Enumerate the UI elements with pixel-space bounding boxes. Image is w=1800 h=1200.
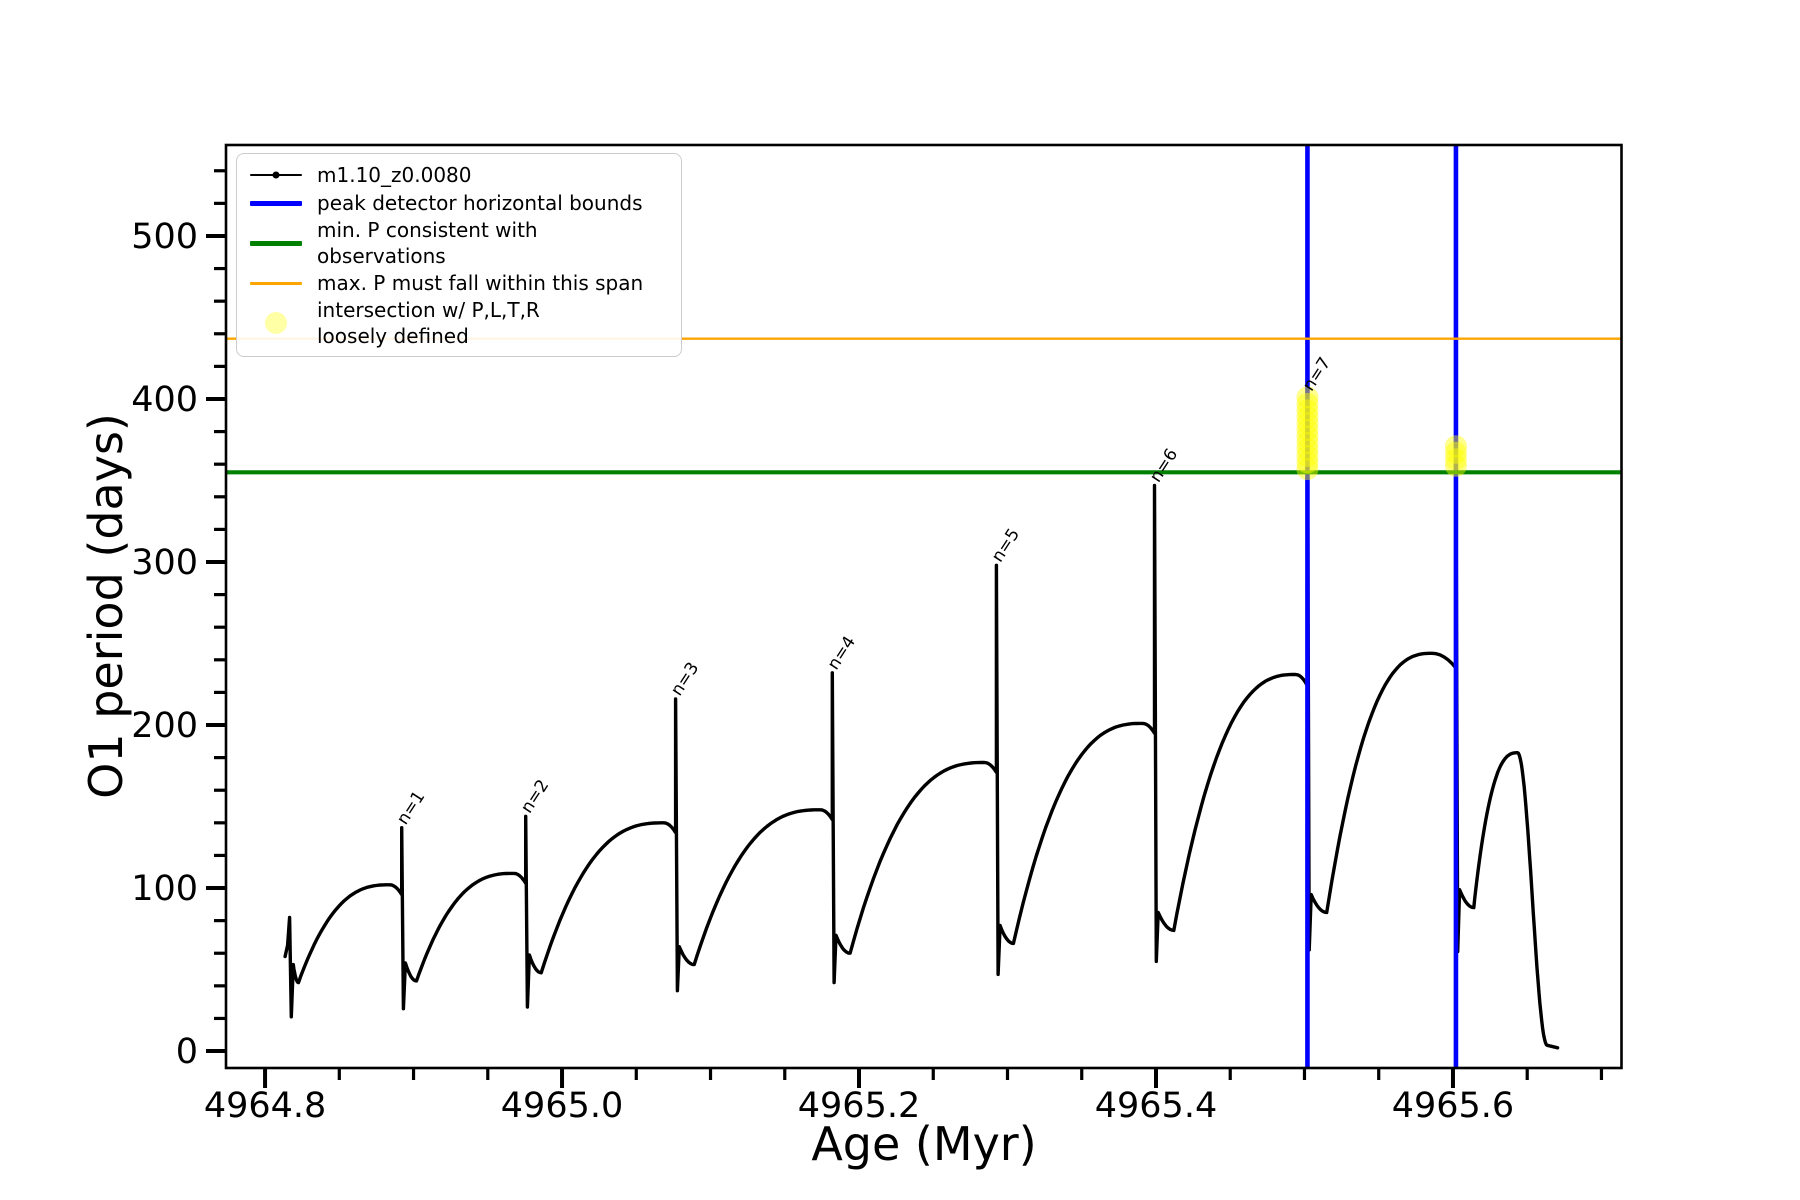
legend-entry: m1.10_z0.0080 bbox=[247, 161, 671, 189]
intersection-marker bbox=[1296, 431, 1319, 454]
intersection-marker bbox=[1296, 412, 1319, 435]
intersection-marker bbox=[1444, 448, 1467, 471]
intersection-marker bbox=[1444, 441, 1467, 464]
intersection-marker bbox=[1444, 435, 1467, 458]
x-axis-title: Age (Myr) bbox=[811, 1117, 1036, 1171]
legend-label: peak detector horizontal bounds bbox=[317, 191, 643, 215]
intersection-marker bbox=[1296, 399, 1319, 422]
intersection-marker bbox=[1296, 445, 1319, 468]
intersection-marker bbox=[1296, 405, 1319, 428]
legend-entry: min. P consistent with observations bbox=[247, 217, 671, 269]
y-tick-label: 100 bbox=[131, 869, 198, 909]
y-tick-label: 400 bbox=[131, 380, 198, 420]
x-tick-label: 4965.0 bbox=[501, 1086, 623, 1126]
intersection-marker bbox=[1296, 386, 1319, 409]
x-tick-label: 4965.4 bbox=[1095, 1086, 1217, 1126]
series-curve-m1.10_z0.0080 bbox=[283, 392, 1560, 1050]
legend-line-sample bbox=[247, 200, 305, 206]
intersection-marker bbox=[1444, 454, 1467, 477]
line-sample-icon bbox=[250, 281, 302, 285]
y-tick-label: 500 bbox=[131, 217, 198, 257]
y-tick-label: 200 bbox=[131, 706, 198, 746]
legend-entry: peak detector horizontal bounds bbox=[247, 189, 671, 217]
intersection-marker bbox=[1296, 438, 1319, 461]
x-tick-label: 4964.8 bbox=[204, 1086, 326, 1126]
legend-intersection-marker-icon bbox=[247, 312, 305, 334]
x-tick-label: 4965.6 bbox=[1392, 1086, 1514, 1126]
legend-label: min. P consistent with observations bbox=[317, 218, 538, 268]
legend-label: intersection w/ P,L,T,R loosely defined bbox=[317, 298, 540, 348]
line-sample-icon bbox=[250, 240, 302, 246]
legend-entry: max. P must fall within this span bbox=[247, 269, 671, 297]
legend-line-sample bbox=[247, 281, 305, 285]
line-sample-icon bbox=[250, 200, 302, 206]
legend-line-sample bbox=[247, 240, 305, 246]
legend-entry: intersection w/ P,L,T,R loosely defined bbox=[247, 297, 671, 349]
y-tick-label: 0 bbox=[176, 1032, 198, 1072]
intersection-marker bbox=[1296, 392, 1319, 415]
intersection-marker bbox=[1296, 458, 1319, 481]
legend-line-sample bbox=[247, 171, 305, 179]
intersection-marker bbox=[1296, 451, 1319, 474]
legend-label: m1.10_z0.0080 bbox=[317, 163, 472, 187]
dot-marker-icon bbox=[272, 171, 280, 179]
y-tick-label: 300 bbox=[131, 543, 198, 583]
intersection-marker bbox=[1296, 418, 1319, 441]
yellow-circle-icon bbox=[265, 312, 287, 334]
legend-label: max. P must fall within this span bbox=[317, 271, 644, 295]
plot-frame bbox=[224, 143, 1623, 1070]
x-tick-label: 4965.2 bbox=[798, 1086, 920, 1126]
intersection-marker bbox=[1296, 425, 1319, 448]
y-axis-title: O1 period (days) bbox=[79, 413, 133, 799]
